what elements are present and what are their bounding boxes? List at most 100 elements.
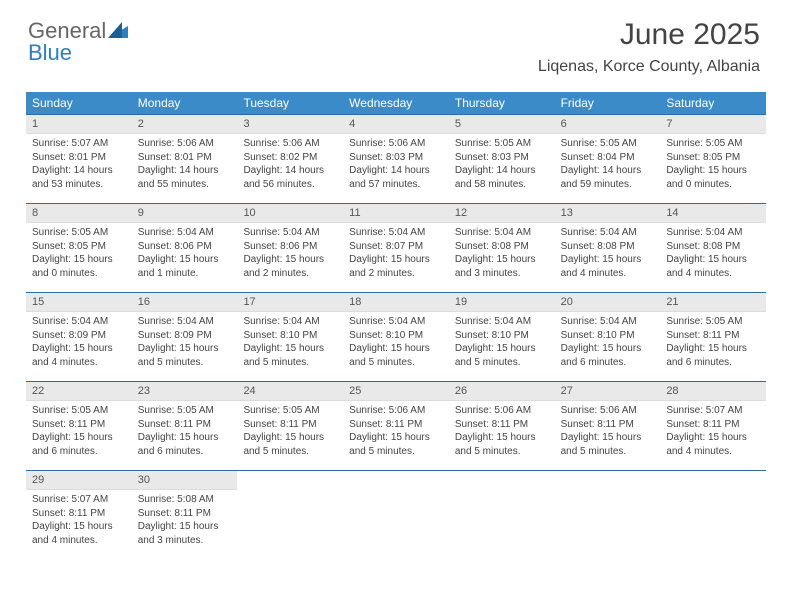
calendar-day: 24Sunrise: 5:05 AMSunset: 8:11 PMDayligh…: [237, 382, 343, 470]
calendar-day: 23Sunrise: 5:05 AMSunset: 8:11 PMDayligh…: [132, 382, 238, 470]
calendar-day: 17Sunrise: 5:04 AMSunset: 8:10 PMDayligh…: [237, 293, 343, 381]
day-number: 1: [26, 115, 132, 134]
day-number: 20: [555, 293, 661, 312]
day-body: Sunrise: 5:06 AMSunset: 8:02 PMDaylight:…: [237, 134, 343, 197]
day-body: Sunrise: 5:07 AMSunset: 8:11 PMDaylight:…: [660, 401, 766, 464]
page-header: June 2025 Liqenas, Korce County, Albania: [538, 18, 760, 76]
page-subtitle: Liqenas, Korce County, Albania: [538, 58, 760, 76]
day-body: Sunrise: 5:04 AMSunset: 8:10 PMDaylight:…: [449, 312, 555, 375]
dow-cell: Monday: [132, 92, 238, 114]
dow-cell: Friday: [555, 92, 661, 114]
logo-mark-icon: [108, 20, 128, 42]
day-body: Sunrise: 5:04 AMSunset: 8:06 PMDaylight:…: [237, 223, 343, 286]
calendar-week: 1Sunrise: 5:07 AMSunset: 8:01 PMDaylight…: [26, 114, 766, 203]
day-number: 18: [343, 293, 449, 312]
calendar-day: 8Sunrise: 5:05 AMSunset: 8:05 PMDaylight…: [26, 204, 132, 292]
calendar-day: 11Sunrise: 5:04 AMSunset: 8:07 PMDayligh…: [343, 204, 449, 292]
calendar-day: 25Sunrise: 5:06 AMSunset: 8:11 PMDayligh…: [343, 382, 449, 470]
calendar-day: 15Sunrise: 5:04 AMSunset: 8:09 PMDayligh…: [26, 293, 132, 381]
dow-cell: Tuesday: [237, 92, 343, 114]
day-body: Sunrise: 5:06 AMSunset: 8:11 PMDaylight:…: [555, 401, 661, 464]
day-body: Sunrise: 5:06 AMSunset: 8:03 PMDaylight:…: [343, 134, 449, 197]
day-body: Sunrise: 5:07 AMSunset: 8:01 PMDaylight:…: [26, 134, 132, 197]
day-body: Sunrise: 5:04 AMSunset: 8:10 PMDaylight:…: [555, 312, 661, 375]
day-number: 14: [660, 204, 766, 223]
day-number: 28: [660, 382, 766, 401]
day-number: 10: [237, 204, 343, 223]
calendar-grid: SundayMondayTuesdayWednesdayThursdayFrid…: [26, 92, 766, 559]
brand-logo: General Blue: [28, 20, 128, 64]
calendar-day: 5Sunrise: 5:05 AMSunset: 8:03 PMDaylight…: [449, 115, 555, 203]
dow-cell: Saturday: [660, 92, 766, 114]
day-body: Sunrise: 5:04 AMSunset: 8:08 PMDaylight:…: [660, 223, 766, 286]
calendar-day: 10Sunrise: 5:04 AMSunset: 8:06 PMDayligh…: [237, 204, 343, 292]
day-body: Sunrise: 5:06 AMSunset: 8:11 PMDaylight:…: [449, 401, 555, 464]
day-number: 11: [343, 204, 449, 223]
calendar-week: 29Sunrise: 5:07 AMSunset: 8:11 PMDayligh…: [26, 470, 766, 559]
day-body: Sunrise: 5:08 AMSunset: 8:11 PMDaylight:…: [132, 490, 238, 553]
calendar-day: 1Sunrise: 5:07 AMSunset: 8:01 PMDaylight…: [26, 115, 132, 203]
day-body: Sunrise: 5:04 AMSunset: 8:07 PMDaylight:…: [343, 223, 449, 286]
day-body: Sunrise: 5:05 AMSunset: 8:04 PMDaylight:…: [555, 134, 661, 197]
day-number: 5: [449, 115, 555, 134]
calendar-day: 16Sunrise: 5:04 AMSunset: 8:09 PMDayligh…: [132, 293, 238, 381]
day-body: Sunrise: 5:04 AMSunset: 8:08 PMDaylight:…: [449, 223, 555, 286]
day-number: 24: [237, 382, 343, 401]
day-number: 6: [555, 115, 661, 134]
day-number: 22: [26, 382, 132, 401]
day-number: 23: [132, 382, 238, 401]
day-number: 21: [660, 293, 766, 312]
day-number: 4: [343, 115, 449, 134]
calendar-day: [660, 471, 766, 559]
dow-cell: Wednesday: [343, 92, 449, 114]
calendar-day: 30Sunrise: 5:08 AMSunset: 8:11 PMDayligh…: [132, 471, 238, 559]
calendar-week: 8Sunrise: 5:05 AMSunset: 8:05 PMDaylight…: [26, 203, 766, 292]
calendar-day: 9Sunrise: 5:04 AMSunset: 8:06 PMDaylight…: [132, 204, 238, 292]
day-number: 16: [132, 293, 238, 312]
day-number: 2: [132, 115, 238, 134]
day-number: 8: [26, 204, 132, 223]
day-number: 30: [132, 471, 238, 490]
calendar-day: 6Sunrise: 5:05 AMSunset: 8:04 PMDaylight…: [555, 115, 661, 203]
day-number: 25: [343, 382, 449, 401]
day-body: Sunrise: 5:04 AMSunset: 8:10 PMDaylight:…: [343, 312, 449, 375]
calendar-day: 28Sunrise: 5:07 AMSunset: 8:11 PMDayligh…: [660, 382, 766, 470]
day-number: 9: [132, 204, 238, 223]
calendar-week: 15Sunrise: 5:04 AMSunset: 8:09 PMDayligh…: [26, 292, 766, 381]
page-title: June 2025: [538, 18, 760, 52]
calendar-day: 7Sunrise: 5:05 AMSunset: 8:05 PMDaylight…: [660, 115, 766, 203]
calendar-day: [343, 471, 449, 559]
day-body: Sunrise: 5:05 AMSunset: 8:11 PMDaylight:…: [132, 401, 238, 464]
calendar-day: 21Sunrise: 5:05 AMSunset: 8:11 PMDayligh…: [660, 293, 766, 381]
dow-cell: Thursday: [449, 92, 555, 114]
logo-word2: Blue: [28, 40, 72, 65]
calendar-day: 27Sunrise: 5:06 AMSunset: 8:11 PMDayligh…: [555, 382, 661, 470]
calendar-day: 29Sunrise: 5:07 AMSunset: 8:11 PMDayligh…: [26, 471, 132, 559]
day-number: 26: [449, 382, 555, 401]
day-body: Sunrise: 5:05 AMSunset: 8:11 PMDaylight:…: [660, 312, 766, 375]
calendar-day: 3Sunrise: 5:06 AMSunset: 8:02 PMDaylight…: [237, 115, 343, 203]
calendar-week: 22Sunrise: 5:05 AMSunset: 8:11 PMDayligh…: [26, 381, 766, 470]
day-body: Sunrise: 5:05 AMSunset: 8:05 PMDaylight:…: [26, 223, 132, 286]
dow-cell: Sunday: [26, 92, 132, 114]
day-body: Sunrise: 5:04 AMSunset: 8:06 PMDaylight:…: [132, 223, 238, 286]
calendar-day: 19Sunrise: 5:04 AMSunset: 8:10 PMDayligh…: [449, 293, 555, 381]
calendar-day: 12Sunrise: 5:04 AMSunset: 8:08 PMDayligh…: [449, 204, 555, 292]
day-body: Sunrise: 5:07 AMSunset: 8:11 PMDaylight:…: [26, 490, 132, 553]
calendar-day: 13Sunrise: 5:04 AMSunset: 8:08 PMDayligh…: [555, 204, 661, 292]
day-body: Sunrise: 5:05 AMSunset: 8:11 PMDaylight:…: [237, 401, 343, 464]
calendar-day: 26Sunrise: 5:06 AMSunset: 8:11 PMDayligh…: [449, 382, 555, 470]
calendar-day: [237, 471, 343, 559]
day-body: Sunrise: 5:05 AMSunset: 8:03 PMDaylight:…: [449, 134, 555, 197]
calendar-day: 22Sunrise: 5:05 AMSunset: 8:11 PMDayligh…: [26, 382, 132, 470]
calendar-day: 18Sunrise: 5:04 AMSunset: 8:10 PMDayligh…: [343, 293, 449, 381]
day-body: Sunrise: 5:04 AMSunset: 8:10 PMDaylight:…: [237, 312, 343, 375]
calendar-day: 14Sunrise: 5:04 AMSunset: 8:08 PMDayligh…: [660, 204, 766, 292]
day-body: Sunrise: 5:04 AMSunset: 8:08 PMDaylight:…: [555, 223, 661, 286]
day-body: Sunrise: 5:04 AMSunset: 8:09 PMDaylight:…: [132, 312, 238, 375]
day-number: 12: [449, 204, 555, 223]
day-number: 29: [26, 471, 132, 490]
day-number: 15: [26, 293, 132, 312]
day-number: 27: [555, 382, 661, 401]
day-number: 3: [237, 115, 343, 134]
